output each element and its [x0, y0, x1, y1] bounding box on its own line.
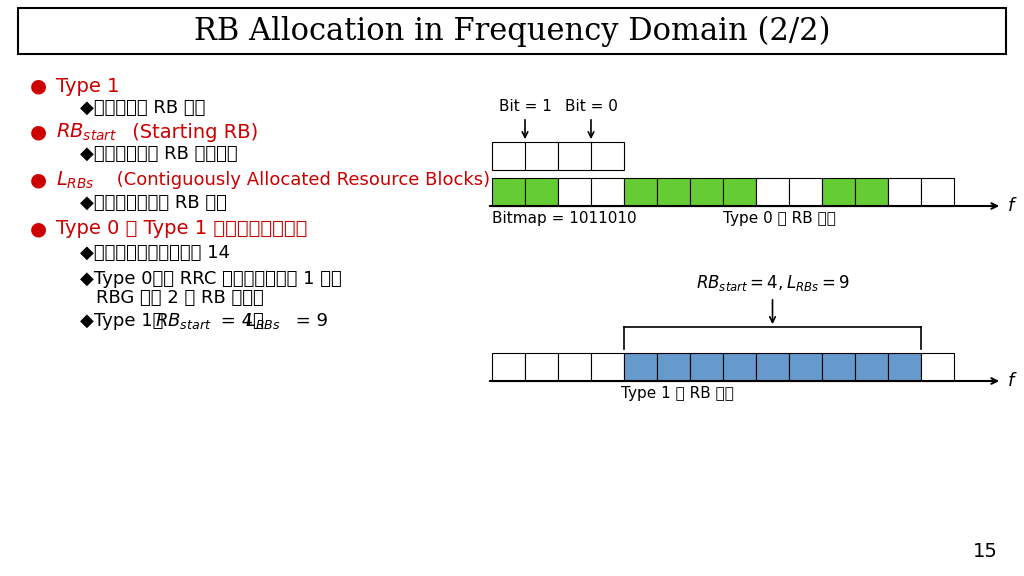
Text: = 9: = 9 — [290, 312, 328, 330]
Text: Type 1 的 RB 分配: Type 1 的 RB 分配 — [622, 386, 734, 401]
Text: (Starting RB): (Starting RB) — [126, 123, 258, 142]
Text: ◆Type 0，當 RRC 訊息中的組合為 1 時，: ◆Type 0，當 RRC 訊息中的組合為 1 時， — [80, 270, 342, 288]
Bar — [855, 353, 888, 381]
Text: (Contiguously Allocated Resource Blocks): (Contiguously Allocated Resource Blocks) — [111, 171, 490, 189]
Bar — [492, 353, 525, 381]
Bar — [921, 178, 954, 206]
Bar — [723, 178, 756, 206]
Bar — [492, 178, 525, 206]
Text: ●: ● — [30, 219, 47, 238]
Bar — [492, 142, 558, 170]
Text: $RB_{start}$: $RB_{start}$ — [155, 311, 212, 331]
Bar — [888, 178, 921, 206]
Text: $RB_{start}$: $RB_{start}$ — [56, 122, 117, 143]
Text: ●: ● — [30, 170, 47, 190]
Bar — [723, 353, 756, 381]
Bar — [624, 178, 657, 206]
Bar — [558, 353, 591, 381]
Text: $L_{RBs}$: $L_{RBs}$ — [245, 311, 281, 331]
Bar — [855, 178, 888, 206]
Bar — [525, 178, 558, 206]
Bar — [591, 178, 624, 206]
Bar — [558, 178, 591, 206]
Bar — [756, 353, 790, 381]
Text: = 4，: = 4， — [215, 312, 264, 330]
Text: $RB_{start} = 4, L_{RBs} = 9$: $RB_{start} = 4, L_{RBs} = 9$ — [695, 273, 849, 293]
Bar — [756, 178, 790, 206]
Bar — [888, 353, 921, 381]
Bar — [822, 178, 855, 206]
Text: ●: ● — [30, 77, 47, 96]
Bar — [624, 353, 657, 381]
Bar — [921, 353, 954, 381]
Bar — [657, 178, 690, 206]
Text: $f$: $f$ — [1007, 372, 1018, 390]
FancyBboxPatch shape — [18, 8, 1006, 54]
Text: 15: 15 — [973, 542, 998, 561]
Bar — [790, 353, 822, 381]
Bar — [558, 142, 624, 170]
Text: Bit = 1: Bit = 1 — [499, 99, 552, 114]
Text: RBG 會由 2 個 RB 所組成: RBG 會由 2 個 RB 所組成 — [96, 289, 264, 307]
Text: $f$: $f$ — [1007, 197, 1018, 215]
Text: Bit = 0: Bit = 0 — [564, 99, 617, 114]
Bar — [690, 353, 723, 381]
Bar — [790, 178, 822, 206]
Text: Type 1: Type 1 — [56, 77, 120, 96]
Text: ◆Type 1，: ◆Type 1， — [80, 312, 164, 330]
Text: $L_{RBs}$: $L_{RBs}$ — [56, 169, 94, 191]
Text: ◆表示從第幾個 RB 開始分配: ◆表示從第幾個 RB 開始分配 — [80, 145, 238, 163]
Bar — [525, 353, 558, 381]
Text: Bitmap = 1011010: Bitmap = 1011010 — [492, 211, 637, 226]
Text: ●: ● — [30, 123, 47, 142]
Text: Type 0 的 RB 分配: Type 0 的 RB 分配 — [723, 211, 836, 226]
Text: ◆支援連續的 RB 分配: ◆支援連續的 RB 分配 — [80, 99, 206, 117]
Text: RB Allocation in Frequency Domain (2/2): RB Allocation in Frequency Domain (2/2) — [194, 16, 830, 47]
Text: ◆假設頻寬部分大小等於 14: ◆假設頻寬部分大小等於 14 — [80, 244, 230, 262]
Bar — [657, 353, 690, 381]
Text: Type 0 與 Type 1 在頻域的分配比較: Type 0 與 Type 1 在頻域的分配比較 — [56, 219, 307, 238]
Bar — [591, 353, 624, 381]
Bar — [822, 353, 855, 381]
Text: ◆表示連續分配的 RB 個數: ◆表示連續分配的 RB 個數 — [80, 194, 227, 212]
Bar — [690, 178, 723, 206]
